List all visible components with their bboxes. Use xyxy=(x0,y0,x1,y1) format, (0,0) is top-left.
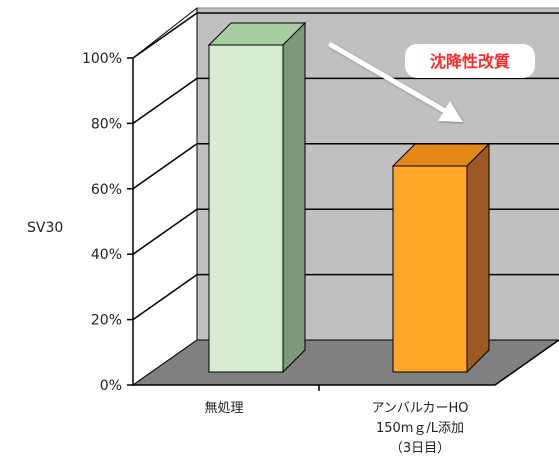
annotation-badge: 沈降性改質 xyxy=(405,44,535,78)
x-category-label: （3日目） xyxy=(390,441,450,456)
gridline-side xyxy=(132,273,198,321)
bar-side-face xyxy=(466,142,490,374)
x-category-label: 無処理 xyxy=(204,401,243,416)
bar xyxy=(391,142,491,374)
x-category-label: アンバルカーHO xyxy=(371,401,468,416)
gridline-side xyxy=(132,77,198,125)
arrow-head xyxy=(438,101,463,122)
gridline-side xyxy=(132,143,198,190)
chart-floor xyxy=(131,339,559,386)
bar-front-face xyxy=(392,165,468,373)
y-tick-label: 60% xyxy=(91,182,122,198)
chart-side-wall xyxy=(132,6,198,386)
gridline-side xyxy=(132,208,198,255)
annotation-badge-text: 沈降性改質 xyxy=(430,52,510,71)
y-tick-label: 20% xyxy=(91,313,122,329)
y-axis-label: SV30 xyxy=(27,220,63,236)
bar-side-face xyxy=(282,21,306,374)
x-category-label: 150mｇ/L添加 xyxy=(376,421,464,436)
y-tick-label: 100% xyxy=(82,51,122,67)
x-axis-depth-edge xyxy=(494,339,559,386)
bar xyxy=(207,21,307,374)
gridline-side xyxy=(132,12,198,59)
improvement-arrow xyxy=(328,42,463,122)
bar-front-face xyxy=(208,44,284,373)
y-tick-label: 0% xyxy=(100,378,122,394)
y-tick-label: 40% xyxy=(91,247,122,263)
arrow-shaft xyxy=(328,42,455,118)
y-tick-label: 80% xyxy=(91,116,122,132)
annotation-badge-bg xyxy=(405,44,535,78)
